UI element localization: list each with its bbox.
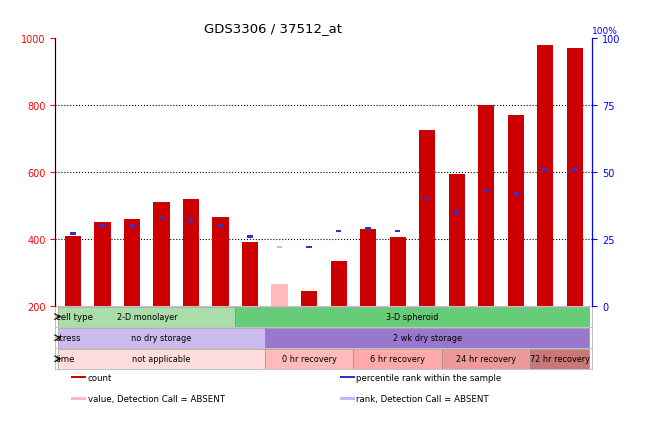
Text: 6 hr recovery: 6 hr recovery — [370, 355, 425, 363]
Bar — [271, 285, 288, 306]
Bar — [353, 349, 442, 369]
Bar — [159, 217, 165, 220]
Bar — [236, 307, 589, 327]
Bar — [340, 376, 355, 378]
Bar — [100, 225, 105, 227]
Bar — [572, 169, 577, 171]
Bar — [419, 131, 436, 306]
Text: time: time — [56, 355, 76, 363]
Text: GDS3306 / 37512_at: GDS3306 / 37512_at — [204, 22, 342, 35]
Text: 100%: 100% — [592, 27, 618, 36]
Bar — [265, 349, 353, 369]
Bar — [242, 243, 258, 306]
Bar — [449, 174, 465, 306]
Bar — [72, 398, 86, 400]
Text: 3-D spheroid: 3-D spheroid — [386, 312, 439, 322]
Bar — [212, 218, 229, 306]
Bar — [65, 236, 81, 306]
Bar — [531, 349, 589, 369]
Bar — [129, 225, 135, 227]
Bar — [340, 398, 355, 400]
Bar — [183, 200, 199, 306]
Bar — [94, 223, 111, 306]
Text: no dry storage: no dry storage — [132, 333, 191, 342]
Bar — [454, 211, 460, 214]
Text: 24 hr recovery: 24 hr recovery — [456, 355, 516, 363]
Text: 2 wk dry storage: 2 wk dry storage — [393, 333, 462, 342]
Text: not applicable: not applicable — [132, 355, 191, 363]
Bar — [542, 169, 548, 171]
Bar — [72, 376, 86, 378]
Text: 0 hr recovery: 0 hr recovery — [282, 355, 337, 363]
Bar — [513, 193, 519, 195]
Text: percentile rank within the sample: percentile rank within the sample — [356, 373, 501, 381]
Text: rank, Detection Call = ABSENT: rank, Detection Call = ABSENT — [356, 395, 489, 403]
Text: 72 hr recovery: 72 hr recovery — [530, 355, 590, 363]
Bar — [389, 238, 406, 306]
Bar — [70, 233, 76, 236]
Bar — [537, 46, 553, 306]
Bar — [277, 246, 283, 249]
Bar — [331, 261, 347, 306]
Bar — [59, 328, 265, 348]
Text: stress: stress — [56, 333, 81, 342]
Bar — [59, 349, 265, 369]
Bar — [336, 230, 342, 233]
Text: 2-D monolayer: 2-D monolayer — [117, 312, 177, 322]
Bar — [483, 190, 489, 193]
Bar — [188, 220, 194, 222]
Bar — [442, 349, 531, 369]
Bar — [424, 198, 430, 201]
Bar — [566, 49, 583, 306]
Bar — [360, 230, 376, 306]
Bar — [395, 230, 400, 233]
Bar — [265, 328, 589, 348]
Text: count: count — [88, 373, 112, 381]
Bar — [306, 246, 312, 249]
Bar — [508, 116, 524, 306]
Bar — [124, 220, 140, 306]
Bar — [301, 291, 317, 306]
Bar — [154, 203, 170, 306]
Bar — [59, 307, 236, 327]
Bar — [365, 227, 371, 230]
Bar — [478, 106, 494, 306]
Bar — [217, 225, 223, 227]
Text: value, Detection Call = ABSENT: value, Detection Call = ABSENT — [88, 395, 225, 403]
Bar — [247, 236, 253, 238]
Text: cell type: cell type — [56, 312, 93, 322]
